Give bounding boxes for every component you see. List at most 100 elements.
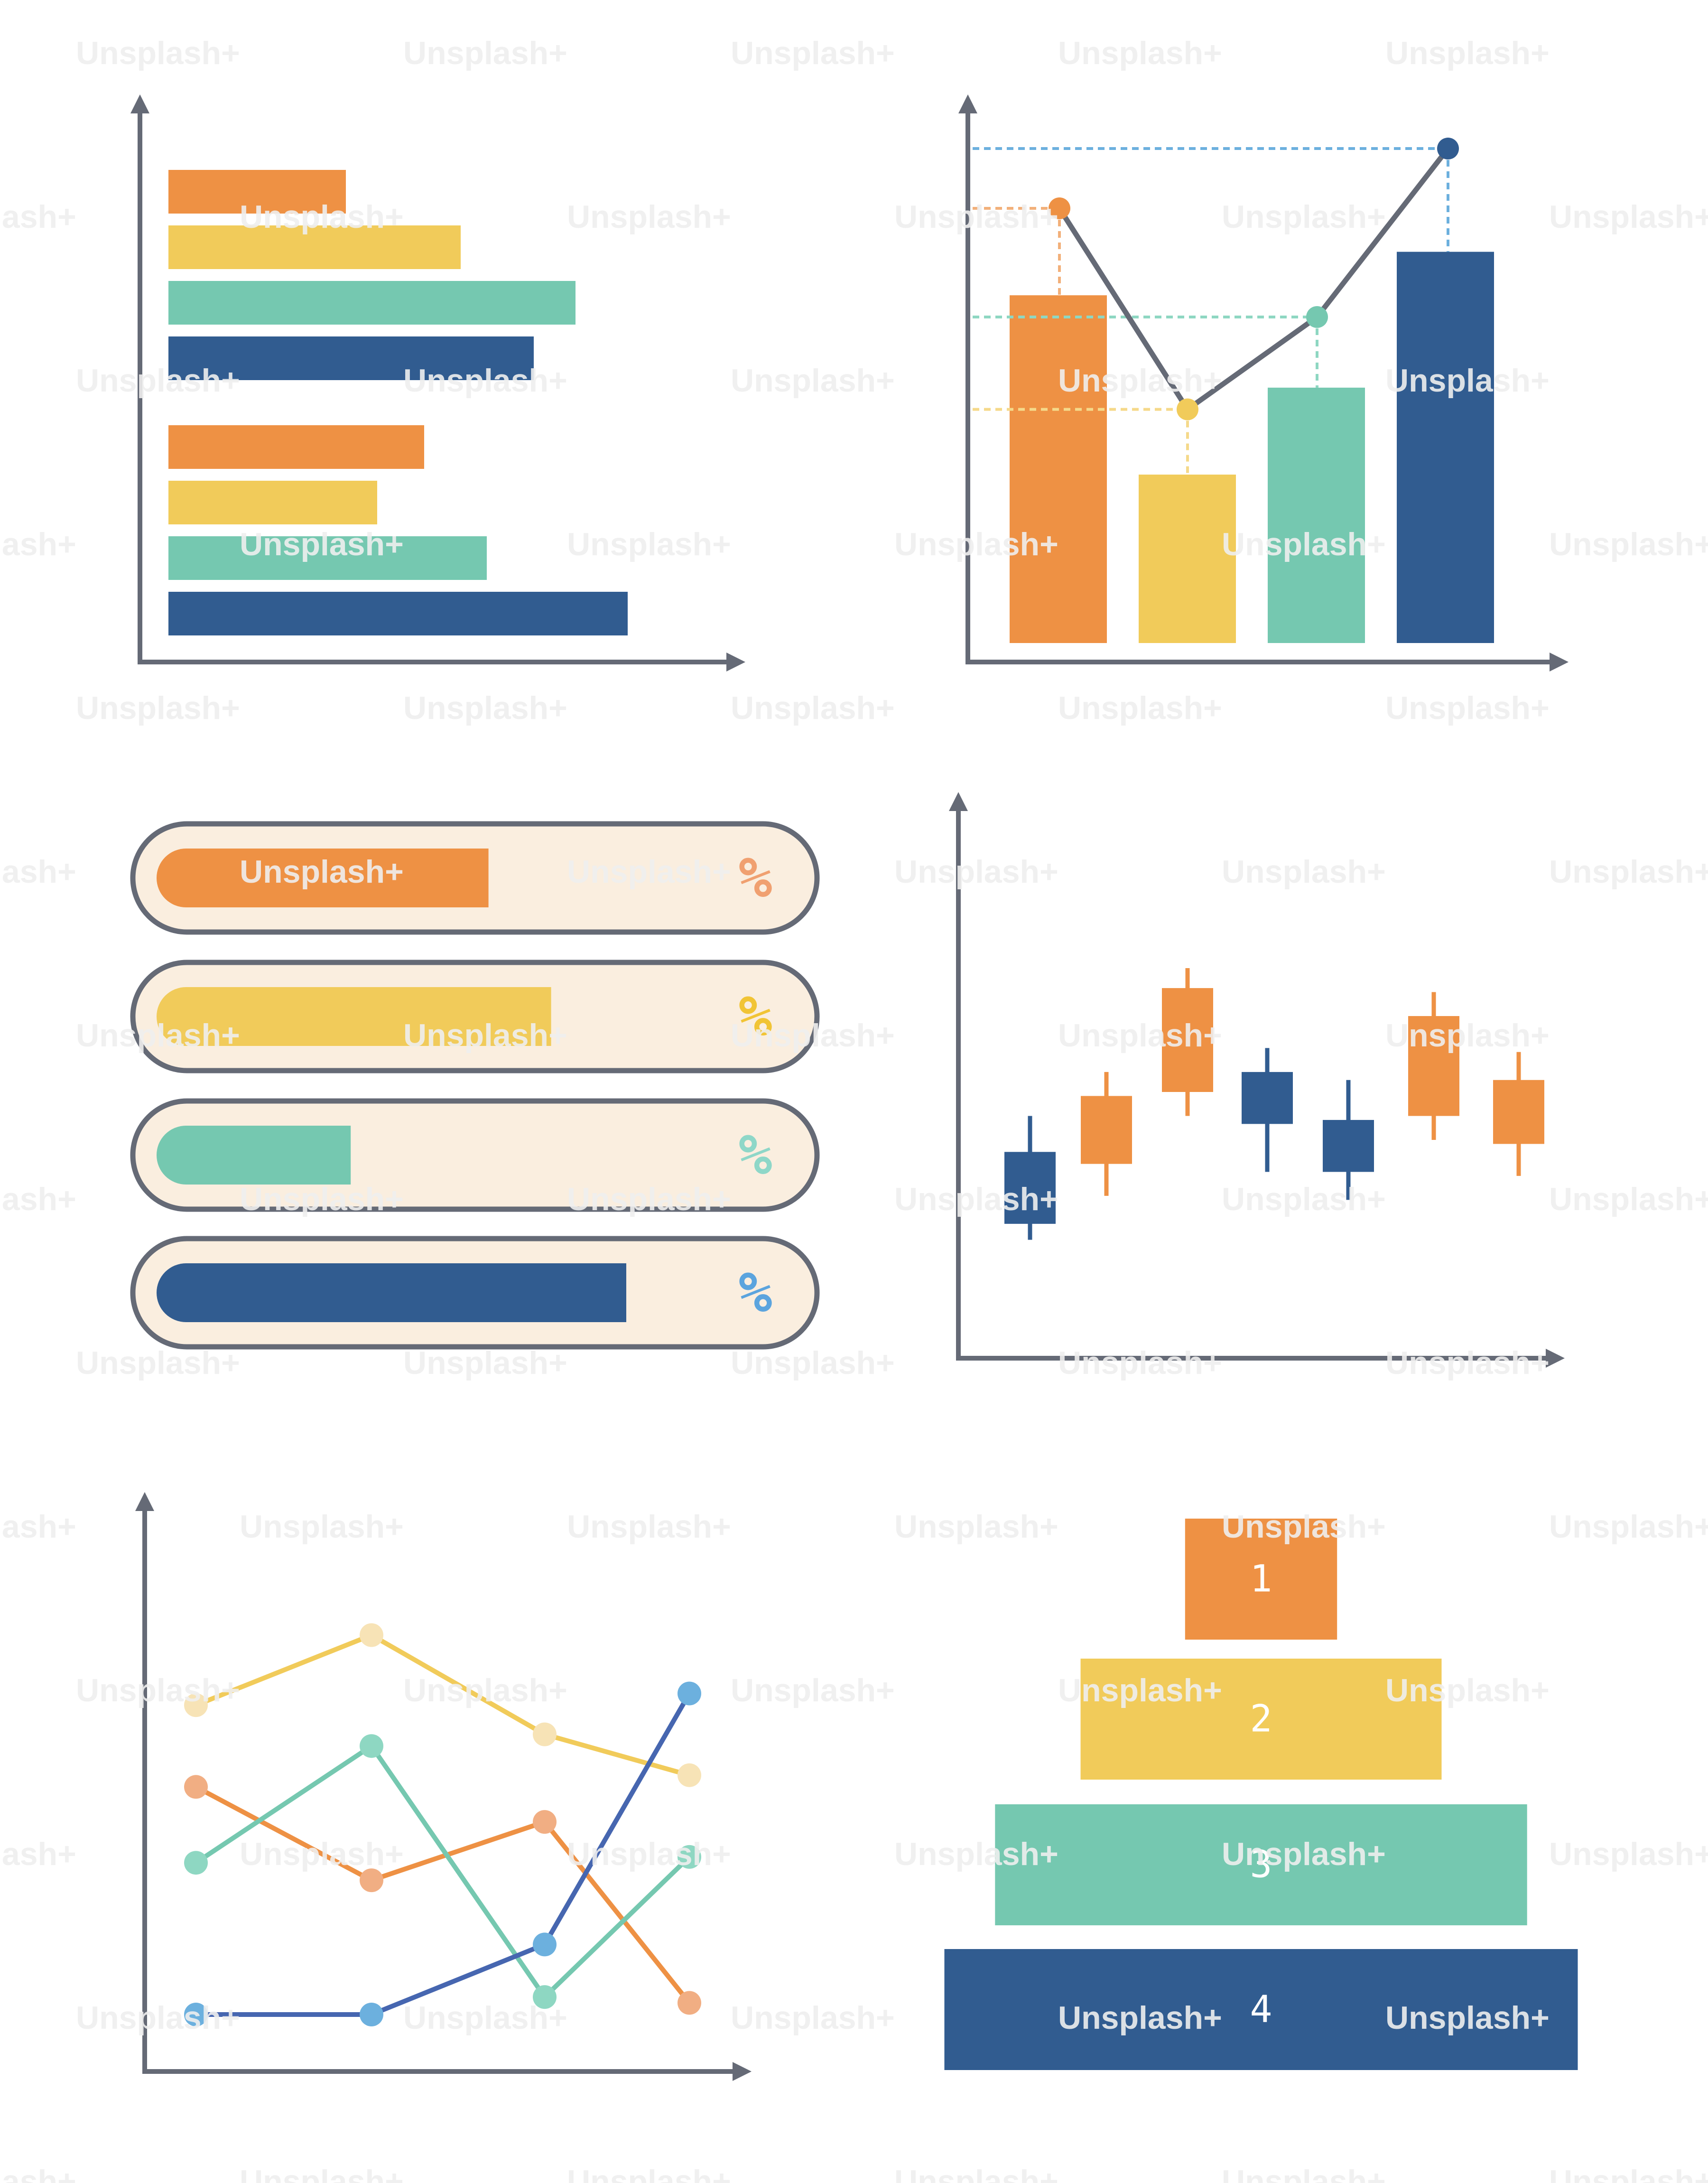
line-series-4-point-3 — [533, 1932, 557, 1957]
watermark-text: Unsplash+ — [567, 2164, 731, 2183]
watermark-text: Unsplash+ — [403, 690, 567, 726]
line-series-3-point-2 — [360, 1734, 383, 1758]
line-series-4-point-1 — [184, 2003, 208, 2026]
pyramid-level-label-2: 2 — [1250, 1698, 1272, 1741]
pyramid-level-3 — [995, 1804, 1527, 1925]
watermark-layer: Unsplash+ Unsplash+ Unsplash+ Unsplash+ Unsp… — [0, 35, 1708, 2183]
watermark-text: Unsplash+ — [1385, 1017, 1550, 1054]
progress-percent-label-4: % — [738, 1259, 772, 1325]
watermark-text: Unsplash+ — [1222, 1509, 1386, 1545]
combo-trend-line — [1057, 147, 1450, 412]
watermark-text: Unsplash+ — [240, 1509, 404, 1545]
watermark-text: Unsplash+ — [1222, 526, 1386, 562]
multi-line-chart — [135, 1492, 752, 2081]
watermark-text: Unsplash+ — [731, 1345, 895, 1381]
watermark-text: Unsplash+ — [0, 526, 76, 562]
progress-fill-3 — [157, 1126, 351, 1185]
hbar-group-1-bar-1 — [168, 170, 346, 214]
candle-body-7 — [1493, 1080, 1544, 1144]
pyramid-level-label-1: 1 — [1250, 1558, 1272, 1601]
watermark-text: Unsplash+ — [240, 2164, 404, 2183]
line-series-4-point-4 — [678, 1681, 701, 1706]
watermark-text: Unsplash+ — [1549, 1181, 1708, 1217]
pyramid-chart: 1 2 3 4 — [944, 1519, 1578, 2070]
watermark-text: Unsplash+ — [894, 1509, 1058, 1545]
horizontal-bar-chart — [130, 94, 745, 672]
watermark-text: Unsplash+ — [240, 526, 404, 562]
progress-percent-label-3: % — [738, 1122, 772, 1187]
line-series-3-point-4 — [678, 1845, 701, 1869]
watermark-text: Unsplash+ — [1549, 1836, 1708, 1872]
watermark-text: Unsplash+ — [76, 1672, 240, 1708]
watermark-text: Unsplash+ — [1549, 854, 1708, 890]
watermark-text: Unsplash+ — [0, 199, 76, 235]
watermark-text: Unsplash+ — [1385, 2000, 1550, 2036]
progress-percent-label-1: % — [738, 845, 772, 910]
watermark-text: Unsplash+ — [1385, 35, 1550, 71]
watermark-text: Unsplash+ — [1058, 1345, 1222, 1381]
progress-bars: %%%% — [130, 821, 820, 1350]
watermark-text: Unsplash+ — [1385, 1672, 1550, 1708]
watermark-text: Unsplash+ — [76, 690, 240, 726]
watermark-text: Unsplash+ — [894, 2164, 1058, 2183]
line-series-2-point-4 — [678, 1991, 701, 2015]
pyramid-level-2 — [1080, 1659, 1442, 1780]
watermark-text: Unsplash+ — [240, 854, 404, 890]
line-series-4-point-2 — [360, 2003, 383, 2026]
watermark-text: Unsplash+ — [76, 1345, 240, 1381]
watermark-text: Unsplash+ — [894, 854, 1058, 890]
watermark-text: Unsplash+ — [403, 2000, 567, 2036]
pyramid-level-label-3: 3 — [1250, 1844, 1272, 1886]
combo-point-4 — [1437, 138, 1459, 160]
watermark-text: Unsplash+ — [1549, 199, 1708, 235]
watermark-text: Unsplash+ — [1385, 363, 1550, 399]
candle-body-6 — [1408, 1016, 1459, 1116]
line-series-2 — [195, 1784, 691, 2005]
watermark-text: Unsplash+ — [403, 1017, 567, 1054]
hbar-group-2-bar-3 — [168, 536, 487, 580]
candle-body-5 — [1323, 1119, 1374, 1172]
watermark-text: Unsplash+ — [240, 1181, 404, 1217]
charts-layer: %%%% 1 2 3 4 — [130, 94, 1578, 2081]
watermark-text: Unsplash+ — [1058, 363, 1222, 399]
hbar-group-1-bar-4 — [168, 336, 534, 380]
watermark-text: Unsplash+ — [567, 199, 731, 235]
watermark-text: Unsplash+ — [1222, 854, 1386, 890]
combo-point-1 — [1049, 197, 1070, 219]
pyramid-level-1 — [1185, 1519, 1337, 1640]
watermark-text: Unsplash+ — [894, 199, 1058, 235]
watermark-text: Unsplash+ — [0, 854, 76, 890]
candle-body-3 — [1162, 988, 1213, 1092]
watermark-text: Unsplash+ — [76, 1017, 240, 1054]
combo-bar-2 — [1139, 475, 1236, 643]
line-series-1-point-3 — [533, 1722, 557, 1746]
watermark-text: Unsplash+ — [894, 526, 1058, 562]
watermark-text: Unsplash+ — [894, 1181, 1058, 1217]
progress-fill-2 — [157, 987, 551, 1046]
watermark-text: Unsplash+ — [76, 35, 240, 71]
watermark-text: Unsplash+ — [1549, 2164, 1708, 2183]
combo-point-2 — [1177, 398, 1198, 420]
candle-body-2 — [1081, 1096, 1132, 1164]
watermark-text: Unsplash+ — [731, 1672, 895, 1708]
candle-body-1 — [1004, 1152, 1056, 1224]
line-series-3-point-1 — [184, 1851, 208, 1875]
watermark-text: Unsplash+ — [1058, 690, 1222, 726]
watermark-text: Unsplash+ — [731, 363, 895, 399]
watermark-text: Unsplash+ — [76, 2000, 240, 2036]
line-series-4 — [196, 1692, 692, 2017]
pyramid-level-label-4: 4 — [1250, 1988, 1272, 2031]
bar-line-combo-chart — [958, 94, 1569, 672]
combo-point-3 — [1306, 306, 1328, 328]
watermark-text: Unsplash+ — [731, 35, 895, 71]
combo-bar-3 — [1268, 387, 1365, 643]
hbar-group-2-bar-4 — [168, 592, 628, 635]
watermark-text: Unsplash+ — [731, 2000, 895, 2036]
line-series-1-point-1 — [184, 1693, 208, 1717]
watermark-text: Unsplash+ — [76, 363, 240, 399]
progress-fill-1 — [157, 849, 489, 907]
line-series-2-point-2 — [360, 1868, 383, 1893]
watermark-text: Unsplash+ — [403, 363, 567, 399]
watermark-text: Unsplash+ — [403, 1345, 567, 1381]
